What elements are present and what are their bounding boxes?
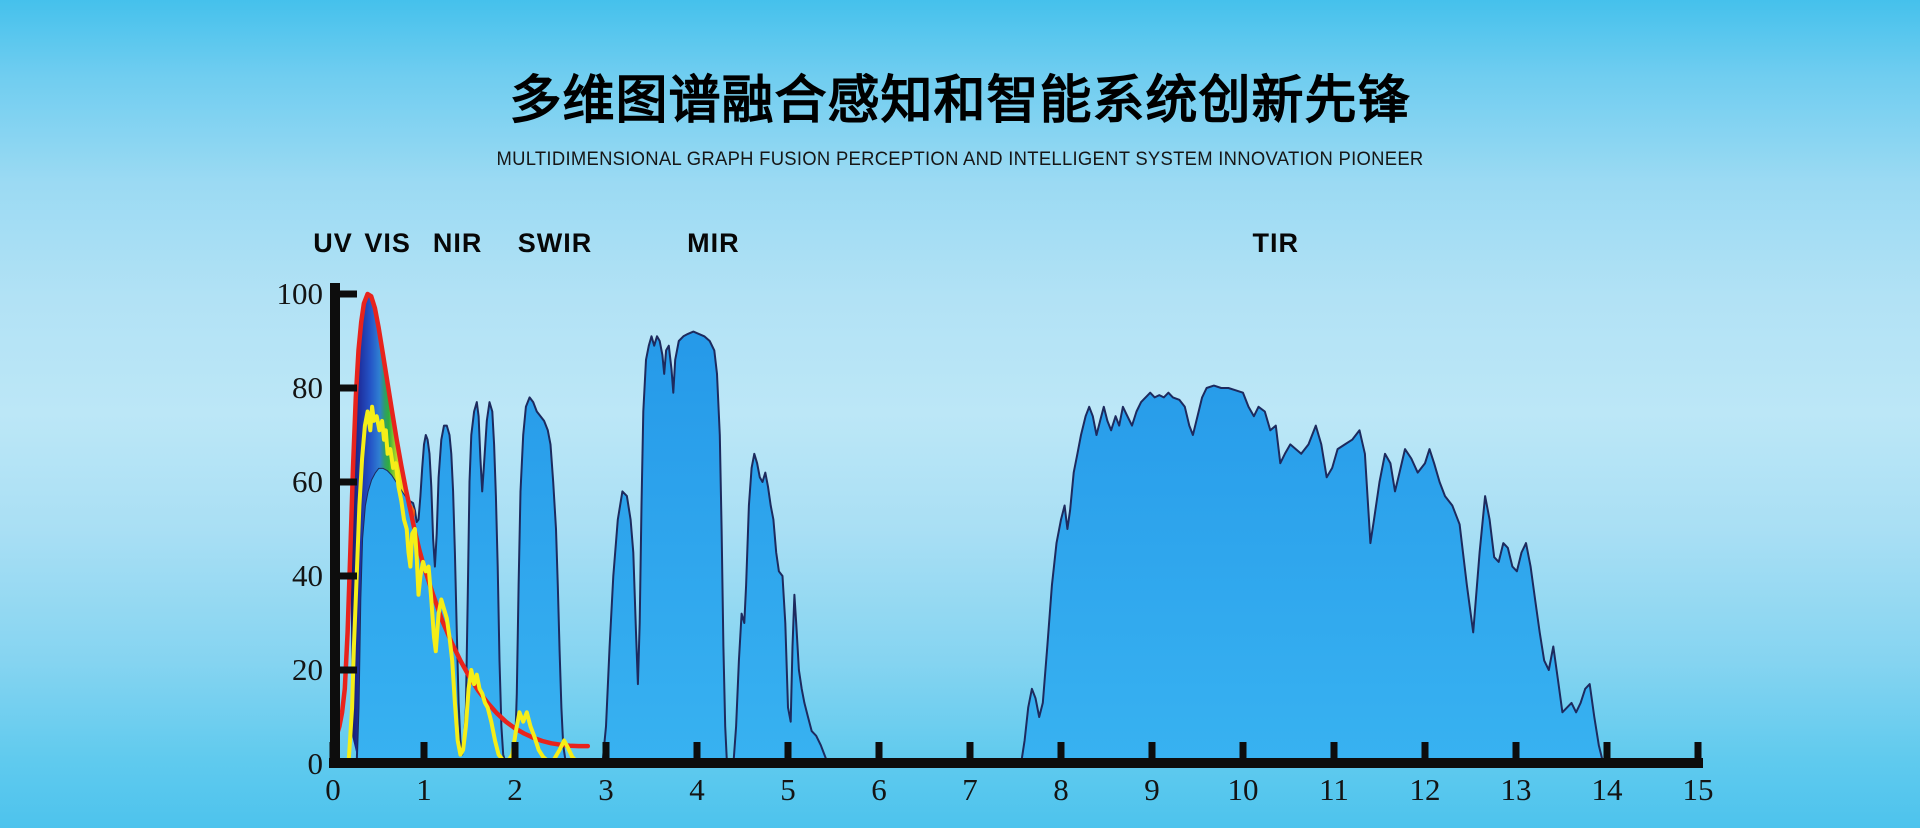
y-axis	[330, 283, 340, 768]
y-tick-label: 100	[277, 276, 324, 311]
x-tick-label: 6	[871, 772, 887, 807]
x-axis	[329, 758, 1703, 768]
band-label-uv: UV	[313, 228, 353, 258]
y-tick	[340, 666, 357, 674]
x-tick	[1330, 742, 1338, 762]
y-tick-label: 20	[292, 652, 323, 687]
x-tick-label: 15	[1683, 772, 1714, 807]
visible-spectrum-peak-layer	[350, 294, 415, 755]
band-label-swir: SWIR	[518, 228, 593, 258]
x-tick-label: 13	[1501, 772, 1532, 807]
x-tick	[1057, 742, 1065, 762]
x-tick	[784, 742, 792, 762]
y-tick-label: 60	[292, 464, 323, 499]
x-tick	[966, 742, 974, 762]
x-tick	[511, 742, 519, 762]
band-label-tir: TIR	[1253, 228, 1300, 258]
x-tick	[1239, 742, 1247, 762]
transmission-windows-layer	[355, 330, 1605, 765]
y-tick	[340, 290, 357, 298]
x-tick	[693, 742, 701, 762]
x-tick	[1694, 742, 1702, 762]
transmission-fill	[355, 330, 1605, 765]
y-tick	[340, 478, 357, 486]
x-tick	[602, 742, 610, 762]
x-tick-label: 0	[325, 772, 341, 807]
red-envelope-curve	[334, 291, 591, 749]
y-tick	[340, 572, 357, 580]
x-tick-label: 14	[1592, 772, 1624, 807]
x-tick-label: 3	[598, 772, 614, 807]
x-tick-label: 1	[416, 772, 432, 807]
x-tick	[1512, 742, 1520, 762]
x-tick-label: 8	[1053, 772, 1069, 807]
x-tick	[875, 742, 883, 762]
curves-layer	[334, 291, 591, 766]
x-tick-label: 2	[507, 772, 523, 807]
y-tick-label: 80	[292, 370, 323, 405]
band-label-nir: NIR	[433, 228, 483, 258]
band-label-vis: VIS	[364, 228, 411, 258]
x-tick	[1148, 742, 1156, 762]
page-title: 多维图谱融合感知和智能系统创新先锋	[509, 72, 1411, 130]
y-tick-label: 0	[308, 746, 324, 781]
x-tick-label: 11	[1319, 772, 1349, 807]
x-tick	[1603, 742, 1611, 762]
x-tick	[420, 742, 428, 762]
y-tick	[340, 384, 357, 392]
band-label-mir: MIR	[687, 228, 740, 258]
page-subtitle: MULTIDIMENSIONAL GRAPH FUSION PERCEPTION…	[496, 149, 1424, 170]
x-tick-label: 10	[1228, 772, 1259, 807]
y-tick-label: 40	[292, 558, 323, 593]
x-tick-label: 5	[780, 772, 796, 807]
x-tick-label: 9	[1144, 772, 1160, 807]
band-labels-layer: UV VIS NIR SWIR MIR TIR	[313, 228, 1300, 258]
x-tick-label: 4	[689, 772, 705, 807]
yellow-solar-curve	[346, 404, 583, 766]
rainbow-spectrum-fill	[350, 294, 415, 755]
x-tick	[329, 742, 337, 762]
x-tick-label: 7	[962, 772, 978, 807]
x-tick-label: 12	[1410, 772, 1441, 807]
x-tick	[1421, 742, 1429, 762]
